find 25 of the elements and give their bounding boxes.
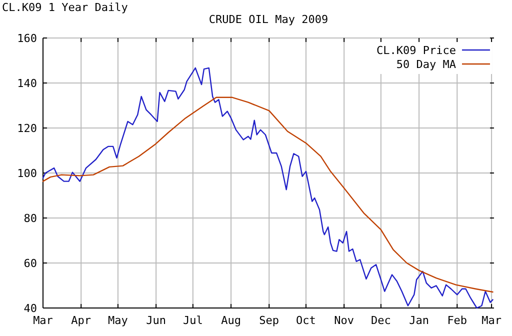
legend-label: CL.K09 Price [376, 44, 456, 57]
x-tick-label: Nov [334, 314, 354, 327]
x-tick-label: Feb [447, 314, 468, 327]
y-tick-label: 80 [24, 212, 37, 225]
y-tick-label: 40 [24, 302, 37, 315]
chart-subtitle: CL.K09 1 Year Daily [2, 1, 128, 14]
y-tick-label: 140 [17, 77, 37, 90]
x-tick-label: May [108, 314, 128, 327]
y-tick-label: 160 [17, 32, 37, 45]
x-tick-label: Dec [371, 314, 391, 327]
x-tick-label: Apr [71, 314, 92, 327]
x-tick-label: Oct [296, 314, 316, 327]
x-tick-label: Jun [146, 314, 166, 327]
x-tick-label: Aug [221, 314, 241, 327]
legend-label: 50 Day MA [396, 58, 456, 71]
x-tick-label: Mar [33, 314, 54, 327]
x-tick-label: Jul [182, 314, 203, 327]
line-series [42, 96, 494, 293]
x-tick-label: Jan [409, 314, 429, 327]
chart-title: CRUDE OIL May 2009 [208, 13, 328, 26]
y-tick-label: 100 [17, 167, 37, 180]
y-tick-label: 120 [17, 122, 37, 135]
y-tick-label: 60 [24, 257, 37, 270]
x-tick-label: Sep [259, 314, 280, 327]
x-tick-label: Mar [482, 314, 502, 327]
